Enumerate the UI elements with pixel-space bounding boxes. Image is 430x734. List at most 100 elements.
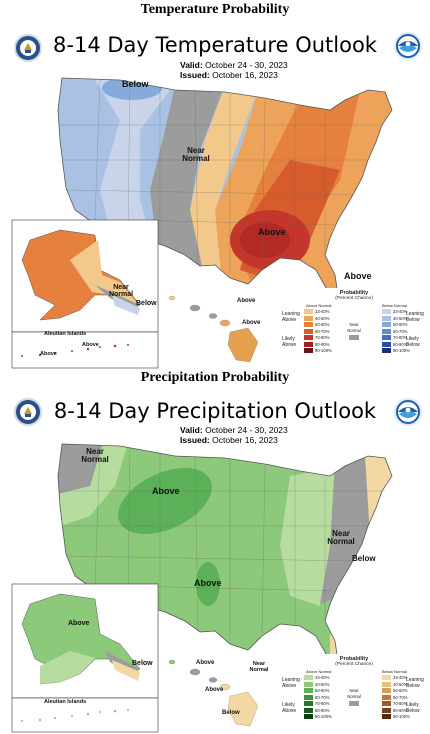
legend-swatch-near-normal <box>349 335 359 340</box>
legend-swatch-above <box>304 707 313 713</box>
legend-above-header: Above Normal <box>306 669 332 674</box>
legend-likely-above: Likely Above <box>282 702 297 714</box>
legend-leaning-below: Leaning Below <box>406 311 424 323</box>
legend-leaning-above: Leaning Above <box>282 677 300 689</box>
legend-leaning-below: Leaning Below <box>406 677 424 689</box>
legend-range-above: 90-100% <box>315 714 332 719</box>
legend-range-below: 50-60% <box>393 322 408 327</box>
legend-range-below: 70-80% <box>393 335 408 340</box>
legend-swatch-below <box>382 341 391 347</box>
legend-range-above: 40-50% <box>315 681 330 687</box>
legend-swatch-below <box>382 328 391 334</box>
legend-range-below: 70-80% <box>393 701 408 706</box>
temperature-legend: Probability (Percent Chance) Above Norma… <box>282 290 426 366</box>
legend-swatch-below <box>382 675 391 680</box>
legend-likely-above: Likely Above <box>282 336 297 348</box>
label-near-normal: Near Normal <box>182 146 210 164</box>
legend-swatch-above <box>304 341 313 347</box>
hawaii-islands-shapes <box>168 659 259 727</box>
label-aleutian-islands: Aleutian Islands <box>44 331 87 337</box>
legend-swatch-above <box>304 309 313 314</box>
legend-range-below: 60-70% <box>393 328 408 334</box>
legend-swatch-below <box>382 714 391 719</box>
legend-range-above: 50-60% <box>315 688 330 693</box>
doc-logo-icon <box>14 398 42 426</box>
legend-swatch-near-normal <box>349 701 359 706</box>
aleutian-islands-shapes <box>21 344 129 357</box>
label-hawaii-below: Below <box>222 710 240 716</box>
legend-range-below: 50-60% <box>393 688 408 693</box>
legend-leaning-above: Leaning Above <box>282 311 300 323</box>
legend-swatch-below <box>382 309 391 314</box>
aleutian-islands-shapes <box>21 709 129 722</box>
legend-swatch-below <box>382 681 391 687</box>
issued-label: Issued: <box>180 70 210 80</box>
legend-swatch-above <box>304 335 313 340</box>
legend-swatch-above <box>304 328 313 334</box>
label-aleutian-islands: Aleutian Islands <box>44 699 87 705</box>
legend-range-below: 80-90% <box>393 341 408 347</box>
precipitation-legend: Probability (Percent Chance) Above Norma… <box>282 656 426 732</box>
legend-range-above: 60-70% <box>315 328 330 334</box>
label-alaska-above: Above <box>68 620 90 627</box>
legend-range-above: 90-100% <box>315 348 332 353</box>
legend-swatch-above <box>304 714 313 719</box>
precipitation-dates: Valid: October 24 - 30, 2023 Issued: Oct… <box>180 425 288 445</box>
legend-range-above: 50-60% <box>315 322 330 327</box>
label-alaska-below: Below <box>132 660 153 667</box>
valid-value: October 24 - 30, 2023 <box>205 60 288 70</box>
valid-label: Valid: <box>180 425 203 435</box>
legend-swatch-below <box>382 322 391 327</box>
legend-above-header: Above Normal <box>306 303 332 308</box>
noaa-logo-icon <box>394 32 422 60</box>
legend-title: Probability <box>339 656 369 662</box>
legend-below-header: Below Normal <box>382 303 407 308</box>
precipitation-map-title: 8-14 Day Precipitation Outlook <box>53 399 377 423</box>
label-below-northwest: Below <box>122 79 149 89</box>
legend-swatch-below <box>382 688 391 693</box>
label-above-north: Above <box>152 486 180 496</box>
label-above-south: Above <box>258 227 286 237</box>
label-near-normal-northwest: Near Normal <box>81 447 109 465</box>
issued-value: October 16, 2023 <box>212 70 278 80</box>
legend-range-above: 33-40% <box>315 675 330 680</box>
noaa-logo-icon <box>394 398 422 426</box>
aleutian-inset-frame <box>11 331 159 369</box>
label-hawaii-near-normal: Near Normal <box>249 661 269 673</box>
label-aleutian-above-2: Above <box>40 351 57 357</box>
legend-swatch-below <box>382 707 391 713</box>
precipitation-section-title: Precipitation Probability <box>140 370 290 385</box>
legend-below-header: Below Normal <box>382 669 407 674</box>
label-above-south: Above <box>194 578 222 588</box>
label-below-east: Below <box>352 554 376 563</box>
temperature-map <box>11 77 426 369</box>
legend-range-above: 80-90% <box>315 341 330 347</box>
label-hawaii-above-2: Above <box>242 320 261 326</box>
precipitation-map <box>11 443 426 733</box>
legend-range-above: 70-80% <box>315 335 330 340</box>
hawaii-islands-shapes <box>168 295 259 363</box>
legend-swatch-above <box>304 694 313 700</box>
temperature-dates: Valid: October 24 - 30, 2023 Issued: Oct… <box>180 60 288 80</box>
label-alaska-below: Below <box>136 300 157 307</box>
legend-swatch-above <box>304 322 313 327</box>
temperature-map-title: 8-14 Day Temperature Outlook <box>53 33 377 57</box>
legend-subtitle: (Percent Chance) <box>335 296 373 301</box>
label-hawaii-above: Above <box>237 298 256 304</box>
issued-label: Issued: <box>180 435 210 445</box>
legend-range-above: 70-80% <box>315 701 330 706</box>
legend-swatch-below <box>382 315 391 321</box>
legend-swatch-above <box>304 315 313 321</box>
label-hawaii-above-1: Above <box>196 660 215 666</box>
legend-range-below: 90-100% <box>393 714 410 719</box>
legend-swatch-above <box>304 681 313 687</box>
label-hawaii-above-2: Above <box>205 687 224 693</box>
legend-likely-below: Likely Below <box>406 336 420 348</box>
legend-range-below: 33-40% <box>393 309 408 314</box>
legend-subtitle: (Percent Chance) <box>335 662 373 667</box>
legend-title: Probability <box>339 290 369 296</box>
label-near-normal-east: Near Normal <box>327 529 355 547</box>
legend-range-above: 80-90% <box>315 707 330 713</box>
legend-range-below: 33-40% <box>393 675 408 680</box>
legend-swatch-below <box>382 694 391 700</box>
